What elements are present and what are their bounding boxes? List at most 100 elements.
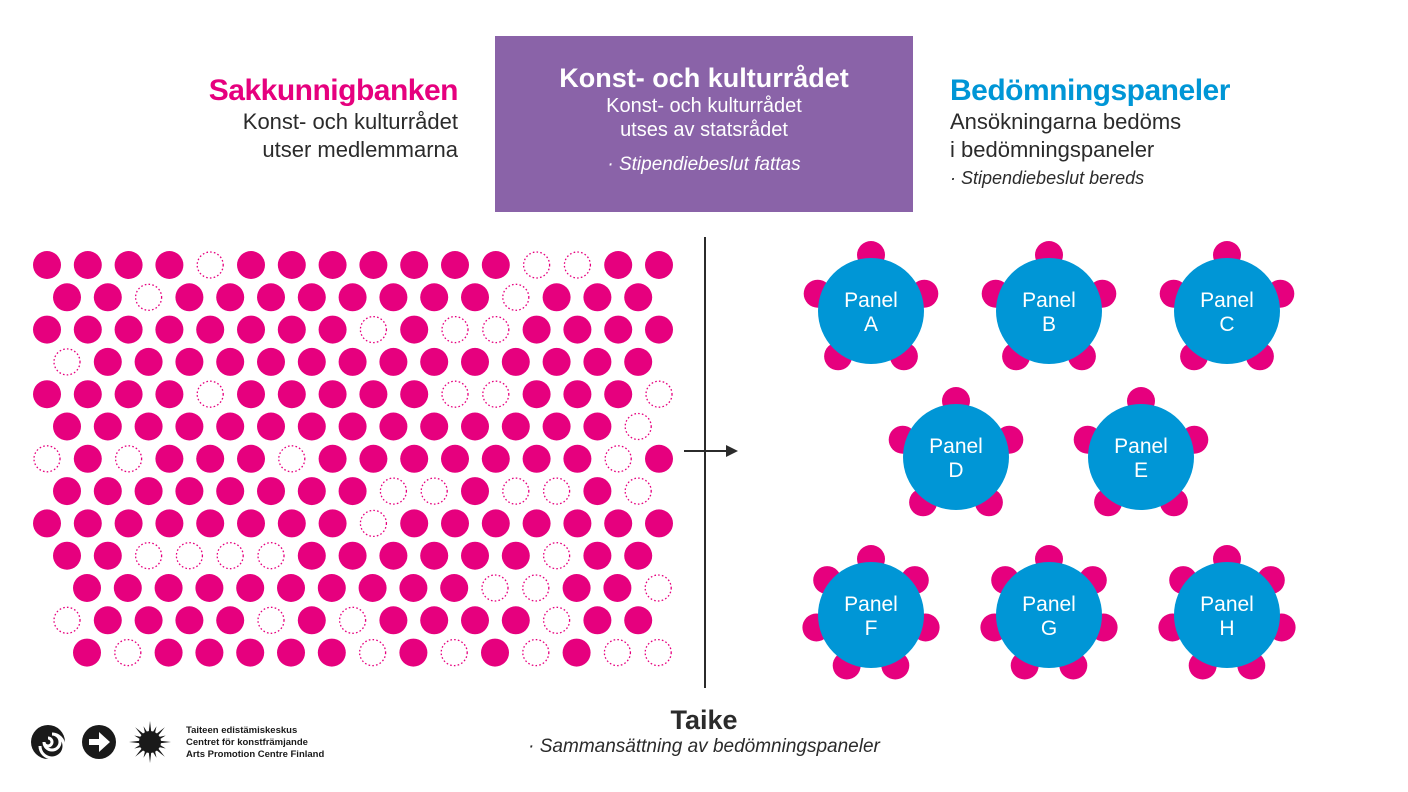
vacant-member-dot bbox=[216, 542, 244, 570]
vacant-member-dot bbox=[482, 380, 510, 408]
member-dot bbox=[501, 412, 530, 441]
member-dot bbox=[195, 638, 224, 667]
member-dot bbox=[441, 251, 469, 279]
vacant-member-dot bbox=[542, 542, 571, 570]
member-dot bbox=[562, 574, 591, 602]
member-dot bbox=[216, 477, 245, 506]
member-dot bbox=[461, 347, 489, 376]
member-dot bbox=[379, 541, 408, 570]
vacant-member-dot bbox=[624, 412, 652, 441]
member-dot bbox=[195, 574, 224, 602]
member-dot bbox=[175, 606, 204, 635]
member-dot bbox=[399, 574, 428, 602]
member-dot bbox=[501, 347, 530, 376]
member-dot bbox=[522, 444, 551, 473]
vacant-member-dot bbox=[114, 638, 142, 667]
member-dot bbox=[53, 477, 81, 506]
panel-name: Panel bbox=[1200, 289, 1254, 312]
member-dot bbox=[297, 541, 326, 570]
vacant-member-dot bbox=[257, 542, 285, 570]
member-dot bbox=[93, 541, 122, 570]
member-dot bbox=[583, 541, 612, 570]
vacant-member-dot bbox=[482, 315, 510, 344]
panel-name: Panel bbox=[1114, 435, 1168, 458]
member-dot bbox=[73, 509, 102, 538]
member-dot bbox=[318, 444, 347, 473]
member-dot bbox=[155, 444, 184, 473]
member-dot bbox=[645, 315, 673, 344]
panel-circle bbox=[996, 562, 1102, 668]
member-dot bbox=[237, 251, 265, 279]
member-dot bbox=[400, 251, 429, 279]
spiral-logo-icon bbox=[31, 725, 66, 760]
arts-council-box: Konst- och kulturrådet Konst- och kultur… bbox=[495, 36, 913, 212]
expert-bank-line1: Konst- och kulturrådet bbox=[242, 109, 458, 134]
member-dot bbox=[134, 347, 163, 376]
member-dot bbox=[73, 444, 102, 473]
taike-title: Taike bbox=[670, 705, 738, 735]
member-dot bbox=[583, 606, 612, 635]
member-dot bbox=[583, 477, 612, 506]
member-dot bbox=[624, 347, 653, 376]
member-dot bbox=[175, 412, 204, 441]
member-dot bbox=[237, 315, 265, 344]
member-dot bbox=[481, 444, 510, 473]
logo-text: Taiteen edistämiskeskus Centret för kons… bbox=[186, 725, 324, 761]
member-dot bbox=[379, 606, 408, 635]
panel-letter: B bbox=[1042, 313, 1056, 336]
member-dot bbox=[155, 509, 184, 538]
vacant-member-dot bbox=[175, 542, 204, 570]
member-dot bbox=[481, 638, 509, 667]
member-dot bbox=[33, 380, 61, 409]
vacant-member-dot bbox=[624, 477, 652, 505]
vacant-member-dot bbox=[359, 315, 388, 344]
member-dot bbox=[73, 315, 102, 344]
member-dot bbox=[522, 315, 551, 344]
member-dot bbox=[420, 606, 449, 635]
member-dot bbox=[196, 315, 225, 344]
member-dot bbox=[236, 574, 265, 602]
vacant-member-dot bbox=[603, 638, 632, 667]
logo-line3: Arts Promotion Centre Finland bbox=[186, 749, 325, 760]
member-dot bbox=[73, 380, 102, 409]
member-dot bbox=[583, 283, 612, 312]
member-dot bbox=[604, 509, 633, 538]
member-dot bbox=[624, 606, 653, 635]
member-dot bbox=[645, 509, 673, 538]
member-dot bbox=[583, 347, 612, 376]
vacant-member-dot bbox=[358, 638, 387, 667]
member-dot bbox=[604, 315, 633, 344]
member-dot bbox=[563, 509, 592, 538]
vacant-member-dot bbox=[441, 380, 469, 408]
member-dot bbox=[441, 444, 469, 473]
member-dot bbox=[440, 574, 469, 602]
vacant-member-dot bbox=[278, 445, 306, 473]
panels-header: Bedömningspaneler Ansökningarna bedöms i… bbox=[950, 74, 1390, 189]
member-dot bbox=[501, 541, 530, 570]
vacant-member-dot bbox=[196, 251, 224, 279]
member-dot bbox=[318, 509, 347, 538]
panel-circle bbox=[818, 562, 924, 668]
expert-bank-header: Sakkunnigbanken Konst- och kulturrådet u… bbox=[0, 74, 459, 164]
member-dot bbox=[297, 347, 326, 376]
panel-letter: F bbox=[865, 617, 878, 640]
panel-name: Panel bbox=[1200, 593, 1254, 616]
member-dot bbox=[501, 606, 530, 635]
member-dot bbox=[257, 283, 285, 312]
member-dot bbox=[175, 347, 204, 376]
vacant-member-dot bbox=[134, 283, 163, 311]
member-dot bbox=[114, 380, 143, 409]
panel-name: Panel bbox=[1022, 289, 1076, 312]
vacant-member-dot bbox=[53, 606, 81, 634]
member-dot bbox=[624, 283, 653, 312]
member-dot bbox=[73, 638, 101, 667]
member-dot bbox=[420, 347, 449, 376]
member-dot bbox=[338, 412, 367, 441]
member-dot bbox=[155, 251, 184, 279]
member-dot bbox=[175, 283, 204, 312]
member-dot bbox=[297, 477, 326, 506]
vacant-member-dot bbox=[604, 445, 632, 473]
logo-line1: Taiteen edistämiskeskus bbox=[186, 725, 298, 736]
